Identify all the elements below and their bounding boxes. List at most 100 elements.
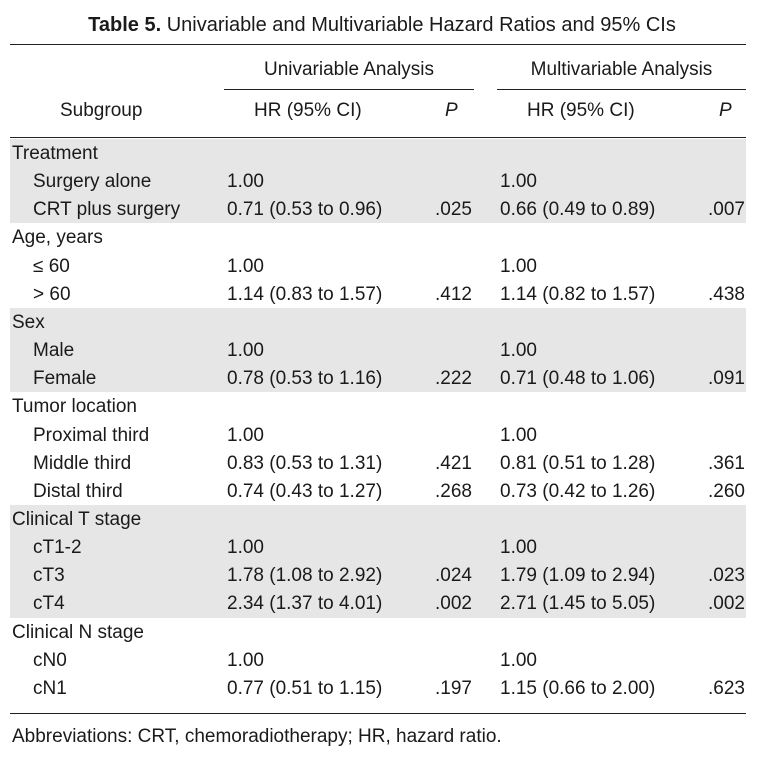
top-rule (10, 44, 746, 45)
univariable-p-column-header: P (445, 100, 458, 121)
multivariable-hr-cell: 1.00 (500, 425, 537, 446)
subgroup-cell: Male (33, 340, 75, 361)
univariable-hr-cell: 0.71 (0.53 to 0.96) (227, 199, 383, 220)
table-row: CRT plus surgery 0.71 (0.53 to 0.96) .025 0… (0, 196, 764, 224)
subgroup-cell: Clinical T stage (12, 509, 142, 530)
shaded-row-band (10, 505, 746, 618)
multivariable-hr-cell: 1.14 (0.82 to 1.57) (500, 284, 656, 305)
table-row: Middle third 0.83 (0.53 to 1.31) .421 0.81 … (0, 450, 764, 478)
univariable-hr-cell: 0.78 (0.53 to 1.16) (227, 368, 383, 389)
multivariable-p-cell: .361 (708, 453, 745, 474)
subgroup-cell: ≤ 60 (33, 256, 70, 277)
shaded-row-band (10, 139, 746, 223)
table-row: cT3 1.78 (1.08 to 2.92) .024 1.79 (1.09 to … (0, 562, 764, 590)
table-row: Distal third 0.74 (0.43 to 1.27) .268 0.73 … (0, 478, 764, 506)
table-row: cN1 0.77 (0.51 to 1.15) .197 1.15 (0.66 to … (0, 675, 764, 703)
univariable-hr-cell: 0.77 (0.51 to 1.15) (227, 678, 383, 699)
multivariable-hr-cell: 1.00 (500, 650, 537, 671)
table-caption: Table 5. Univariable and Multivariable H… (0, 12, 764, 38)
multivariable-hr-cell: 1.00 (500, 537, 537, 558)
table-row: > 60 1.14 (0.83 to 1.57) .412 1.14 (0.82 to… (0, 281, 764, 309)
univariable-p-cell: .024 (435, 565, 472, 586)
univariable-p-cell: .197 (435, 678, 472, 699)
univariable-hr-cell: 1.78 (1.08 to 2.92) (227, 565, 383, 586)
subgroup-cell: Proximal third (33, 425, 150, 446)
subgroup-cell: CRT plus surgery (33, 199, 181, 220)
multivariable-p-cell: .091 (708, 368, 745, 389)
univariable-hr-cell: 1.14 (0.83 to 1.57) (227, 284, 383, 305)
multivariable-p-cell: .438 (708, 284, 745, 305)
multivariable-hr-cell: 1.15 (0.66 to 2.00) (500, 678, 656, 699)
univariable-group-header: Univariable Analysis (263, 59, 435, 80)
subgroup-cell: cT4 (33, 593, 65, 614)
univariable-group-rule (224, 89, 474, 90)
univariable-hr-cell: 1.00 (227, 256, 264, 277)
header-rule (10, 137, 746, 138)
multivariable-hr-cell: 0.81 (0.51 to 1.28) (500, 453, 656, 474)
subgroup-cell: Female (33, 368, 97, 389)
table-row: Female 0.78 (0.53 to 1.16) .222 0.71 (0.48 … (0, 365, 764, 393)
univariable-hr-cell: 2.34 (1.37 to 4.01) (227, 593, 383, 614)
table-row: Proximal third 1.00 1.00 (0, 422, 764, 450)
multivariable-hr-cell: 1.00 (500, 171, 537, 192)
univariable-hr-column-header: HR (95% CI) (254, 100, 362, 121)
table-row: cT1-2 1.00 1.00 (0, 534, 764, 562)
subgroup-column-header: Subgroup (60, 100, 143, 121)
multivariable-p-cell: .002 (708, 593, 745, 614)
univariable-p-cell: .222 (435, 368, 472, 389)
table-row: cN0 1.00 1.00 (0, 647, 764, 675)
multivariable-p-cell: .260 (708, 481, 745, 502)
subgroup-cell: Tumor location (12, 396, 137, 417)
shaded-row-band (10, 308, 746, 392)
subgroup-cell: cT3 (33, 565, 65, 586)
multivariable-group-rule (497, 89, 746, 90)
multivariable-hr-cell: 2.71 (1.45 to 5.05) (500, 593, 656, 614)
univariable-hr-cell: 1.00 (227, 537, 264, 558)
table-group-row: Tumor location (0, 393, 764, 421)
subgroup-cell: cT1-2 (33, 537, 82, 558)
table-row: cT4 2.34 (1.37 to 4.01) .002 2.71 (1.45 to … (0, 590, 764, 618)
multivariable-group-header: Multivariable Analysis (530, 59, 713, 80)
table-row: Surgery alone 1.00 1.00 (0, 168, 764, 196)
table-number: Table 5. (88, 14, 162, 36)
table-group-row: Age, years (0, 224, 764, 252)
univariable-hr-cell: 1.00 (227, 425, 264, 446)
table-row: Male 1.00 1.00 (0, 337, 764, 365)
subgroup-cell: Distal third (33, 481, 123, 502)
multivariable-p-cell: .007 (708, 199, 745, 220)
table-group-row: Clinical T stage (0, 506, 764, 534)
univariable-hr-cell: 1.00 (227, 340, 264, 361)
multivariable-p-column-header: P (719, 100, 732, 121)
subgroup-cell: cN1 (33, 678, 67, 699)
bottom-rule (10, 713, 746, 714)
univariable-p-cell: .412 (435, 284, 472, 305)
univariable-hr-cell: 0.83 (0.53 to 1.31) (227, 453, 383, 474)
table-title: Univariable and Multivariable Hazard Rat… (166, 14, 676, 36)
univariable-hr-cell: 1.00 (227, 650, 264, 671)
subgroup-cell: Middle third (33, 453, 132, 474)
table-group-row: Treatment (0, 140, 764, 168)
multivariable-hr-cell: 1.00 (500, 256, 537, 277)
multivariable-hr-cell: 1.79 (1.09 to 2.94) (500, 565, 656, 586)
univariable-p-cell: .268 (435, 481, 472, 502)
subgroup-cell: Sex (12, 312, 45, 333)
subgroup-cell: Clinical N stage (12, 622, 144, 643)
multivariable-hr-cell: 1.00 (500, 340, 537, 361)
table-footnote: Abbreviations: CRT, chemoradiotherapy; H… (12, 726, 502, 747)
univariable-p-cell: .002 (435, 593, 472, 614)
univariable-hr-cell: 1.00 (227, 171, 264, 192)
multivariable-hr-cell: 0.73 (0.42 to 1.26) (500, 481, 656, 502)
subgroup-cell: Treatment (12, 143, 98, 164)
table-group-row: Clinical N stage (0, 619, 764, 647)
subgroup-cell: Age, years (12, 227, 103, 248)
subgroup-cell: Surgery alone (33, 171, 152, 192)
subgroup-cell: > 60 (33, 284, 71, 305)
univariable-p-cell: .025 (435, 199, 472, 220)
multivariable-p-cell: .623 (708, 678, 745, 699)
table-group-row: Sex (0, 309, 764, 337)
table-row: ≤ 60 1.00 1.00 (0, 253, 764, 281)
univariable-p-cell: .421 (435, 453, 472, 474)
univariable-hr-cell: 0.74 (0.43 to 1.27) (227, 481, 383, 502)
multivariable-hr-cell: 0.66 (0.49 to 0.89) (500, 199, 656, 220)
multivariable-p-cell: .023 (708, 565, 745, 586)
